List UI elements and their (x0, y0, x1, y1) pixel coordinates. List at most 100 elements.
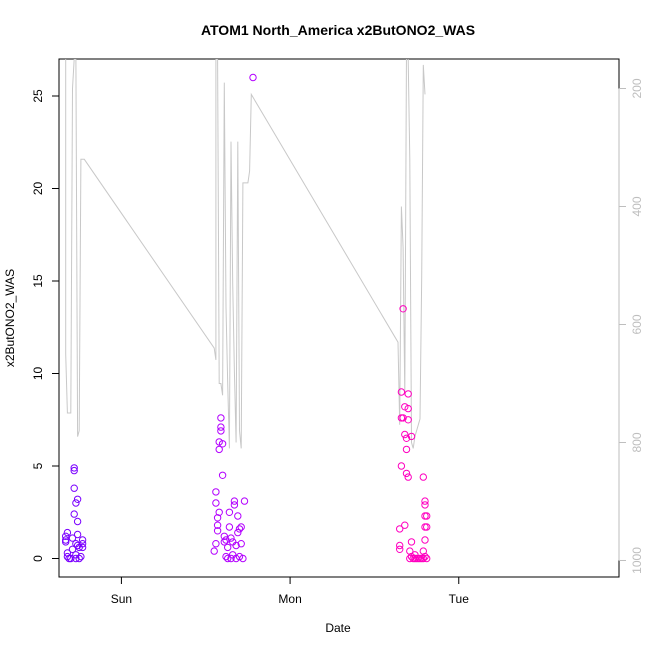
data-point (220, 532, 229, 540)
data-point (396, 525, 404, 533)
data-point (421, 497, 429, 505)
data-point (419, 473, 427, 481)
points-layer (61, 73, 431, 563)
data-point (401, 521, 409, 529)
y-tick-label: 25 (31, 89, 45, 103)
data-point (227, 554, 235, 563)
data-point (70, 464, 78, 472)
data-point (237, 540, 245, 548)
data-point (73, 495, 82, 503)
data-point (220, 538, 229, 546)
data-point (217, 423, 225, 431)
data-point (213, 527, 222, 535)
data-point (234, 528, 242, 537)
data-point (225, 523, 234, 531)
x-tick-label: Mon (278, 592, 301, 606)
data-point (61, 536, 70, 544)
data-point (419, 554, 427, 563)
data-point (78, 543, 87, 552)
data-point (70, 466, 78, 475)
data-point (61, 538, 70, 546)
y-tick-label: 5 (31, 462, 45, 469)
data-point (234, 512, 242, 520)
data-point (73, 530, 82, 539)
data-point (423, 523, 431, 531)
data-point (404, 473, 412, 481)
data-point (225, 508, 234, 516)
plot-border (58, 58, 620, 578)
data-point (61, 532, 70, 540)
data-point (222, 536, 230, 544)
data-point (396, 541, 404, 550)
data-point (399, 305, 407, 313)
data-point (396, 545, 404, 553)
data-point (67, 554, 75, 563)
x-tick-label: Tue (449, 592, 470, 606)
data-point (75, 554, 83, 563)
y-tick-label: 0 (31, 555, 45, 562)
pressure-line (65, 59, 426, 449)
data-point (397, 462, 406, 470)
data-point (421, 501, 429, 509)
data-point (213, 514, 222, 522)
x-tick-label: Sun (111, 592, 132, 606)
data-point (237, 523, 245, 531)
data-point (227, 534, 235, 542)
data-point (218, 471, 227, 479)
data-point (217, 427, 225, 435)
data-point (401, 430, 409, 439)
x-axis-label: Date (325, 621, 351, 635)
y-tick-label: 10 (31, 367, 45, 381)
data-point (249, 73, 257, 82)
data-point (399, 414, 407, 422)
data-point (404, 390, 412, 398)
data-point (218, 440, 227, 448)
axes-layer: Sun Mon Tue 0 5 10 15 20 25 200 400 600 800 1000 (31, 78, 644, 606)
data-point (77, 552, 85, 561)
data-point (212, 488, 220, 496)
data-point (235, 525, 244, 533)
data-point (407, 538, 416, 546)
data-point (210, 547, 218, 555)
data-point (212, 540, 220, 548)
data-point (421, 552, 429, 561)
y-axis-label: x2ButONO2_WAS (3, 269, 17, 367)
data-point (212, 499, 220, 507)
right-tick-label: 600 (630, 314, 644, 334)
data-point (423, 512, 431, 520)
data-point (404, 404, 412, 413)
data-point (222, 552, 230, 561)
data-point (63, 528, 72, 537)
pressure-line-layer (65, 59, 426, 449)
right-tick-label: 200 (630, 78, 644, 98)
y-tick-label: 15 (31, 274, 45, 288)
data-point (402, 469, 411, 478)
data-point (230, 501, 239, 509)
data-point (213, 521, 222, 529)
data-point (230, 497, 239, 505)
data-point (73, 517, 82, 526)
data-point (224, 543, 232, 552)
data-point (404, 416, 412, 424)
data-point (402, 445, 411, 454)
data-point (240, 497, 249, 505)
data-point (70, 484, 78, 492)
chart-title: ATOM1 North_America x2ButONO2_WAS (201, 22, 475, 38)
data-point (232, 541, 240, 550)
data-point (423, 554, 431, 563)
data-point (217, 414, 225, 422)
data-point (224, 554, 232, 563)
data-point (78, 536, 87, 544)
y-tick-label: 20 (31, 182, 45, 196)
data-point (68, 534, 77, 542)
plot-frame (58, 58, 620, 578)
data-point (68, 545, 77, 553)
data-point (72, 554, 80, 563)
data-point (70, 510, 78, 518)
right-tick-label: 400 (630, 196, 644, 216)
data-point (78, 540, 87, 548)
data-point (402, 434, 411, 442)
data-point (229, 551, 237, 559)
data-point (72, 499, 80, 507)
data-point (239, 554, 247, 563)
